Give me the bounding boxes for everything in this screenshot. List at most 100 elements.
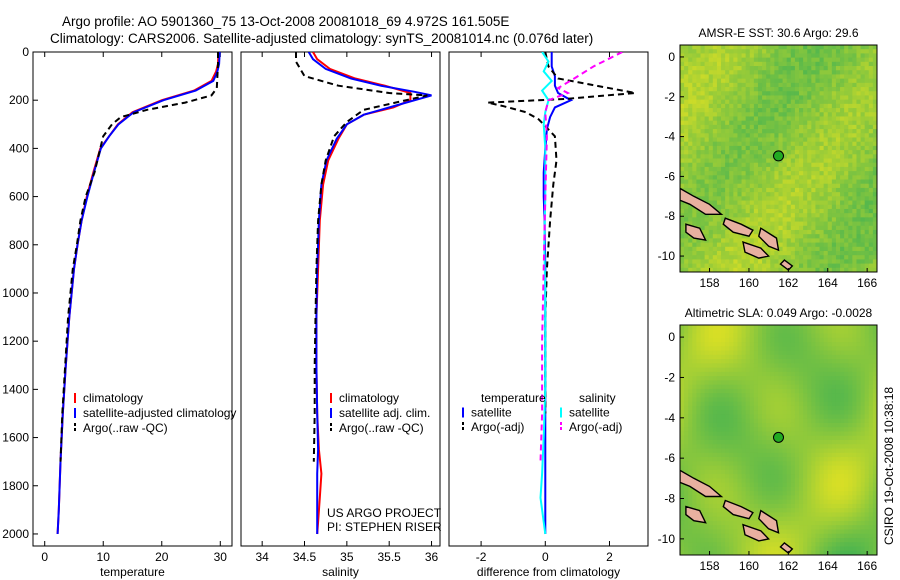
map-cell (680, 103, 685, 109)
map-cell (823, 452, 829, 458)
map-cell (757, 367, 763, 373)
map-cell (680, 171, 685, 176)
map-cell (844, 255, 849, 260)
map-cell (811, 333, 817, 339)
map-cell (733, 384, 739, 390)
map-cell (737, 259, 743, 265)
map-cell (840, 108, 845, 113)
map-cell (786, 393, 792, 399)
map-cell (827, 461, 833, 467)
map-cell (700, 414, 706, 420)
map-cell (848, 91, 853, 97)
map-cell (778, 53, 784, 59)
map-cell (680, 550, 685, 555)
map-cell (712, 410, 718, 416)
map-cell (704, 61, 710, 67)
map-cell (757, 448, 763, 454)
map-cell (819, 78, 825, 84)
map-cell (680, 242, 685, 248)
map-cell (688, 367, 693, 373)
map-cell (852, 49, 858, 55)
map-cell (757, 333, 763, 339)
map-cell (844, 221, 849, 227)
map-cell (840, 418, 845, 424)
map-cell (782, 99, 788, 105)
map-cell (725, 129, 730, 134)
map-cell (680, 333, 685, 339)
map-cell (762, 478, 767, 484)
map-cell (799, 452, 804, 458)
map-cell (823, 354, 829, 360)
map-cell (774, 512, 780, 518)
map-cell (741, 469, 747, 475)
map-cell (708, 478, 714, 484)
map-cell (872, 120, 877, 126)
map-cell (803, 478, 808, 484)
map-cell (680, 217, 685, 223)
map-cell (794, 380, 800, 386)
map-cell (831, 405, 837, 411)
map-cell (799, 444, 804, 450)
map-cell (835, 478, 841, 484)
map-cell (745, 145, 751, 151)
map-cell (700, 376, 706, 381)
map-cell (708, 405, 714, 411)
map-cell (794, 196, 800, 202)
map-cell (741, 542, 747, 548)
map-cell (782, 246, 788, 252)
map-cell (684, 401, 689, 407)
map-cell (794, 444, 800, 450)
map-cell (696, 53, 702, 59)
map-cell (778, 187, 784, 193)
map-cell (848, 74, 853, 80)
map-cell (725, 537, 730, 543)
map-cell (770, 120, 775, 126)
map-cell (725, 204, 730, 210)
map-cell (872, 137, 877, 143)
map-cell (696, 221, 702, 227)
map-cell (745, 376, 751, 381)
map-cell (753, 525, 759, 531)
map-cell (799, 196, 804, 202)
map-cell (696, 495, 702, 501)
map-cell (770, 537, 775, 543)
map-cell (766, 427, 771, 433)
map-cell (684, 259, 689, 265)
map-cell (741, 213, 747, 218)
map-cell (872, 259, 877, 265)
map-cell (844, 246, 849, 252)
map-cell (844, 550, 849, 555)
map-cell (786, 213, 792, 218)
map-cell (729, 367, 734, 373)
map-cell (680, 74, 685, 80)
map-cell (688, 154, 693, 160)
map-cell (766, 388, 771, 394)
map-cell (708, 229, 714, 235)
map-cell (766, 120, 771, 126)
map-cell (823, 171, 829, 176)
map-cell (680, 57, 685, 63)
map-cell (757, 183, 763, 189)
map-cell (827, 499, 833, 505)
map-cell (799, 367, 804, 373)
map-cell (844, 363, 849, 369)
map-cell (811, 103, 817, 109)
map-cell (757, 221, 763, 227)
map-cell (831, 208, 837, 214)
map-cell (840, 53, 845, 59)
map-cell (823, 150, 829, 155)
map-cell (848, 384, 853, 390)
map-cell (737, 367, 743, 373)
map-cell (844, 342, 849, 347)
map-cell (729, 397, 734, 403)
map-cell (757, 546, 763, 552)
map-cell (762, 376, 767, 381)
map-cell (684, 175, 689, 181)
map-cell (815, 363, 821, 369)
map-cell (762, 461, 767, 467)
map-cell (868, 225, 874, 231)
map-cell (696, 499, 702, 505)
map-cell (860, 213, 866, 218)
map-cell (680, 95, 685, 101)
map-cell (745, 171, 751, 176)
